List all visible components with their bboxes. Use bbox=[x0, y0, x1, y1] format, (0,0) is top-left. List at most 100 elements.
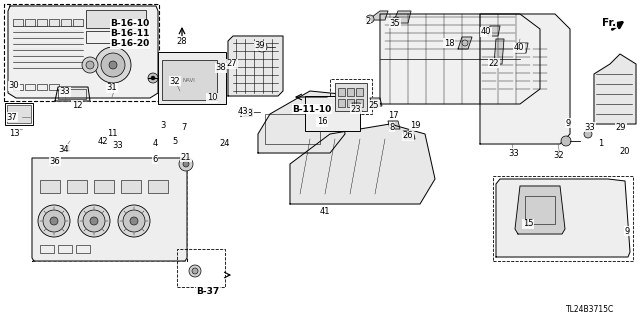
Text: 22: 22 bbox=[489, 58, 499, 68]
Polygon shape bbox=[368, 11, 388, 20]
Text: 38: 38 bbox=[216, 63, 227, 72]
Text: 17: 17 bbox=[388, 110, 398, 120]
Circle shape bbox=[148, 73, 158, 83]
Text: 21: 21 bbox=[180, 152, 191, 161]
Polygon shape bbox=[516, 43, 528, 53]
Circle shape bbox=[183, 161, 189, 167]
Text: 1: 1 bbox=[598, 139, 604, 149]
Circle shape bbox=[392, 17, 400, 25]
Polygon shape bbox=[496, 179, 630, 257]
Text: 9: 9 bbox=[625, 226, 630, 235]
Text: 9: 9 bbox=[565, 118, 571, 128]
Text: B-16-20: B-16-20 bbox=[110, 40, 149, 48]
Text: 33: 33 bbox=[584, 122, 595, 131]
Polygon shape bbox=[515, 186, 565, 234]
Circle shape bbox=[78, 205, 110, 237]
Polygon shape bbox=[8, 6, 158, 98]
Polygon shape bbox=[352, 103, 362, 111]
Text: 33: 33 bbox=[509, 149, 520, 158]
Text: 13: 13 bbox=[9, 129, 19, 137]
FancyBboxPatch shape bbox=[73, 19, 83, 26]
Text: 30: 30 bbox=[9, 81, 19, 91]
Circle shape bbox=[257, 42, 267, 52]
Polygon shape bbox=[480, 14, 570, 144]
FancyBboxPatch shape bbox=[347, 88, 354, 96]
Text: 11: 11 bbox=[107, 130, 117, 138]
Text: TL24B3715C: TL24B3715C bbox=[566, 305, 614, 314]
Text: 39: 39 bbox=[255, 41, 266, 50]
FancyBboxPatch shape bbox=[94, 180, 114, 193]
Text: 14: 14 bbox=[60, 145, 70, 153]
Polygon shape bbox=[228, 36, 283, 96]
Polygon shape bbox=[458, 37, 472, 49]
Circle shape bbox=[130, 217, 138, 225]
Circle shape bbox=[366, 15, 374, 23]
Text: 35: 35 bbox=[390, 19, 400, 27]
Circle shape bbox=[38, 205, 70, 237]
Polygon shape bbox=[403, 131, 415, 139]
Circle shape bbox=[50, 217, 58, 225]
Text: 33: 33 bbox=[60, 87, 70, 97]
Text: 16: 16 bbox=[317, 117, 327, 127]
Text: 26: 26 bbox=[403, 131, 413, 140]
Text: 32: 32 bbox=[554, 152, 564, 160]
Text: 28: 28 bbox=[177, 36, 188, 46]
FancyBboxPatch shape bbox=[49, 19, 59, 26]
Text: 20: 20 bbox=[620, 146, 630, 155]
Text: 33: 33 bbox=[113, 140, 124, 150]
Text: 3: 3 bbox=[160, 122, 166, 130]
Text: B-16-11: B-16-11 bbox=[110, 29, 149, 39]
FancyBboxPatch shape bbox=[240, 108, 252, 116]
Circle shape bbox=[151, 76, 155, 80]
Circle shape bbox=[584, 130, 592, 138]
Circle shape bbox=[101, 53, 125, 77]
Text: 15: 15 bbox=[523, 219, 533, 228]
FancyBboxPatch shape bbox=[347, 99, 354, 107]
Text: B-11-10: B-11-10 bbox=[292, 105, 332, 114]
FancyBboxPatch shape bbox=[335, 83, 367, 111]
Polygon shape bbox=[290, 124, 435, 204]
Text: 36: 36 bbox=[50, 157, 60, 166]
Polygon shape bbox=[55, 87, 90, 101]
Text: 25: 25 bbox=[369, 100, 380, 109]
Polygon shape bbox=[393, 11, 411, 23]
Circle shape bbox=[95, 47, 131, 83]
Text: 19: 19 bbox=[410, 122, 420, 130]
FancyBboxPatch shape bbox=[67, 180, 87, 193]
FancyBboxPatch shape bbox=[40, 180, 60, 193]
Text: 7: 7 bbox=[181, 122, 187, 131]
FancyBboxPatch shape bbox=[158, 52, 226, 104]
FancyBboxPatch shape bbox=[7, 105, 31, 123]
Text: 34: 34 bbox=[59, 145, 69, 153]
Text: 23: 23 bbox=[351, 105, 362, 114]
Text: 38: 38 bbox=[243, 108, 253, 117]
Polygon shape bbox=[370, 98, 382, 106]
Circle shape bbox=[179, 157, 193, 171]
Polygon shape bbox=[388, 121, 400, 129]
Circle shape bbox=[189, 265, 201, 277]
Text: 12: 12 bbox=[72, 100, 83, 109]
Circle shape bbox=[561, 136, 571, 146]
Text: 27: 27 bbox=[227, 60, 237, 69]
Text: 29: 29 bbox=[616, 123, 627, 132]
Polygon shape bbox=[494, 39, 504, 64]
Circle shape bbox=[86, 61, 94, 69]
FancyBboxPatch shape bbox=[86, 10, 146, 28]
Circle shape bbox=[192, 268, 198, 274]
Circle shape bbox=[462, 40, 468, 46]
Circle shape bbox=[260, 45, 264, 49]
Text: 37: 37 bbox=[6, 113, 17, 122]
FancyBboxPatch shape bbox=[13, 19, 23, 26]
Polygon shape bbox=[594, 54, 636, 124]
Text: B-16-10: B-16-10 bbox=[110, 19, 149, 28]
FancyBboxPatch shape bbox=[356, 99, 363, 107]
Text: 6: 6 bbox=[152, 154, 157, 164]
Text: 18: 18 bbox=[444, 39, 454, 48]
Text: 42: 42 bbox=[98, 137, 108, 146]
Text: 8: 8 bbox=[389, 122, 395, 131]
FancyBboxPatch shape bbox=[121, 180, 141, 193]
FancyBboxPatch shape bbox=[61, 19, 71, 26]
Text: 41: 41 bbox=[320, 206, 330, 216]
Text: 40: 40 bbox=[514, 43, 524, 53]
Text: 43: 43 bbox=[237, 107, 248, 115]
